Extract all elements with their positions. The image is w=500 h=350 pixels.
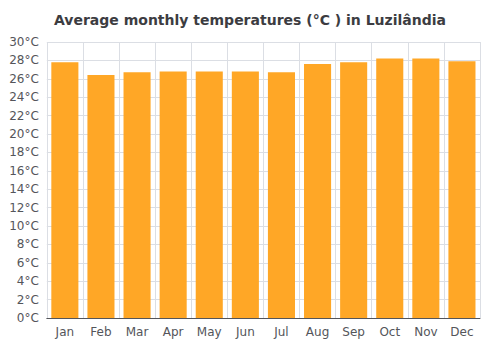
svg-text:Jun: Jun [235, 325, 255, 339]
svg-text:Apr: Apr [163, 325, 184, 339]
svg-text:Mar: Mar [126, 325, 149, 339]
svg-text:Nov: Nov [414, 325, 437, 339]
svg-text:18°C: 18°C [9, 145, 39, 159]
svg-text:12°C: 12°C [9, 201, 39, 215]
svg-text:Jul: Jul [273, 325, 288, 339]
svg-text:28°C: 28°C [9, 53, 39, 67]
svg-text:May: May [197, 325, 222, 339]
svg-text:Feb: Feb [90, 325, 111, 339]
svg-text:6°C: 6°C [17, 256, 39, 270]
svg-text:20°C: 20°C [9, 127, 39, 141]
svg-text:2°C: 2°C [17, 293, 39, 307]
svg-text:30°C: 30°C [9, 35, 39, 49]
svg-text:Average monthly temperatures (: Average monthly temperatures (°C ) in Lu… [54, 12, 446, 28]
svg-text:24°C: 24°C [9, 90, 39, 104]
svg-text:Aug: Aug [306, 325, 329, 339]
svg-text:Dec: Dec [450, 325, 473, 339]
svg-text:Oct: Oct [379, 325, 400, 339]
svg-text:0°C: 0°C [17, 311, 39, 325]
svg-text:22°C: 22°C [9, 109, 39, 123]
svg-text:14°C: 14°C [9, 182, 39, 196]
svg-text:16°C: 16°C [9, 164, 39, 178]
svg-text:8°C: 8°C [17, 237, 39, 251]
svg-text:4°C: 4°C [17, 274, 39, 288]
svg-text:26°C: 26°C [9, 72, 39, 86]
svg-text:10°C: 10°C [9, 219, 39, 233]
svg-text:Jan: Jan [55, 325, 75, 339]
svg-text:Sep: Sep [342, 325, 365, 339]
